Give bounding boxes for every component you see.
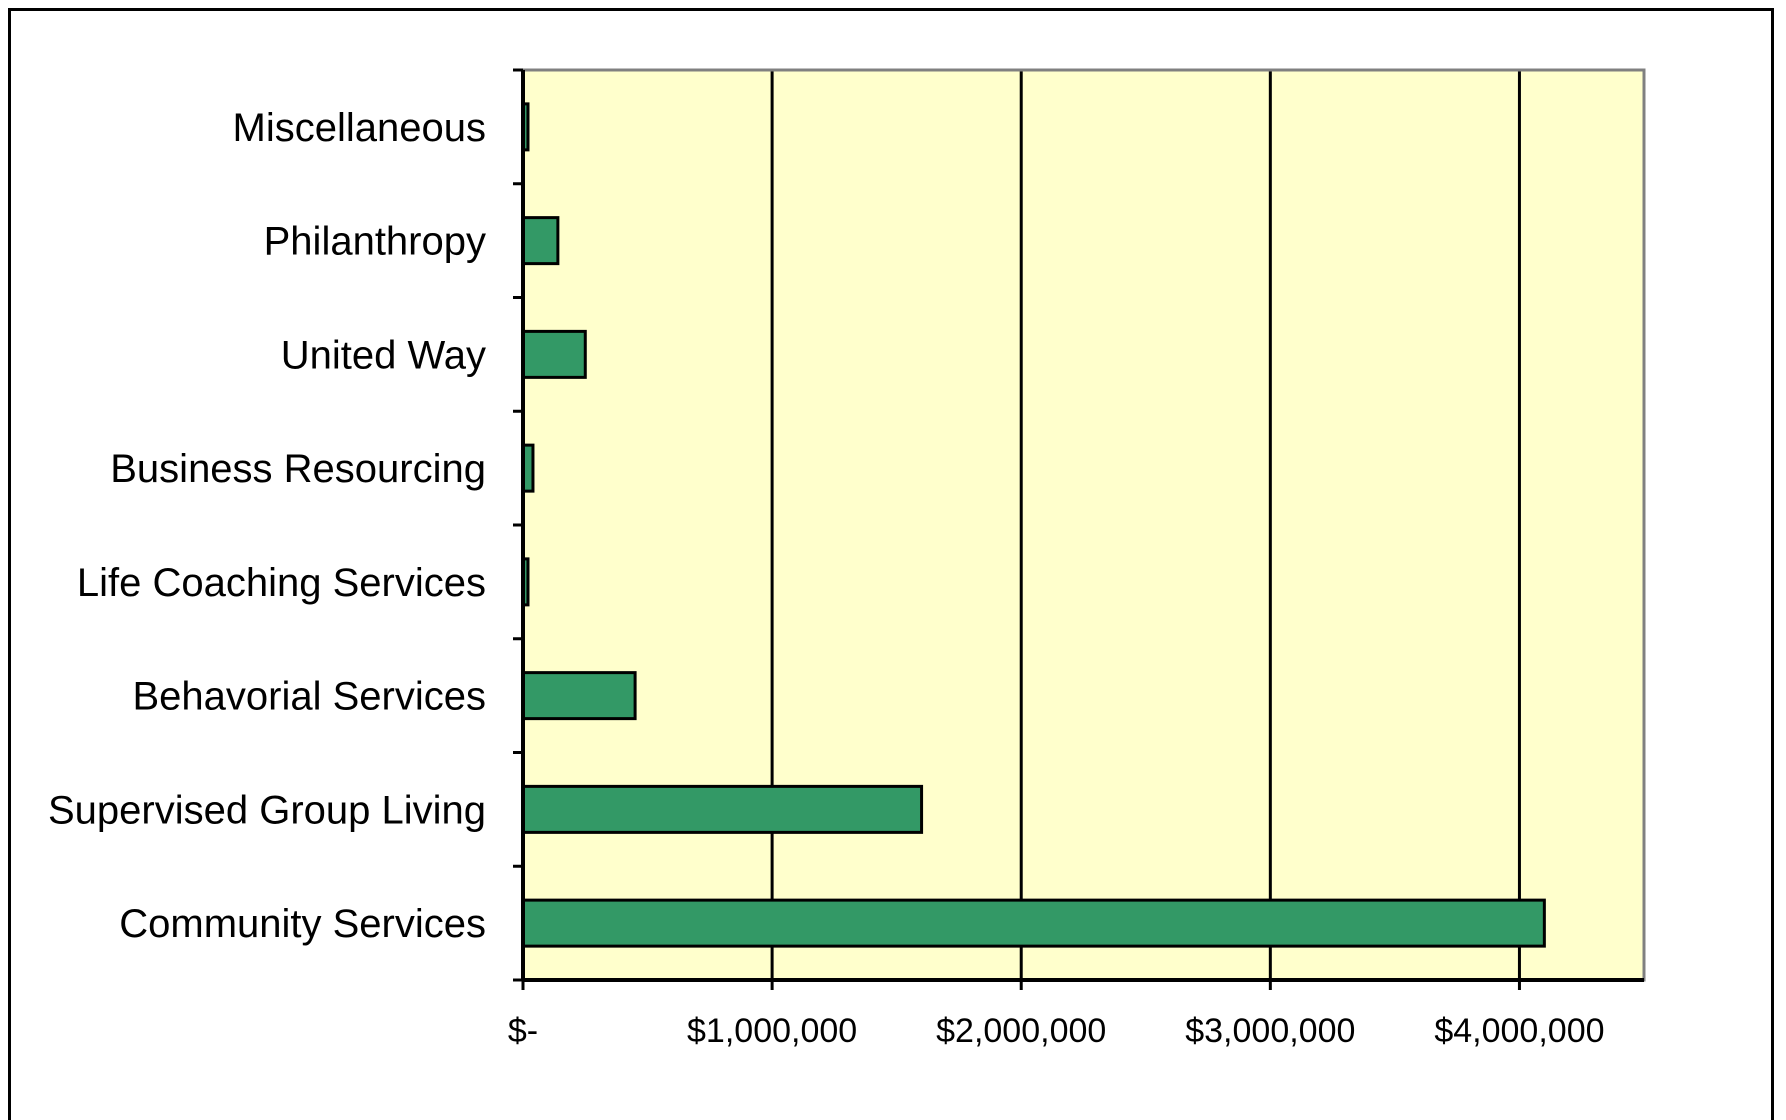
category-label: Miscellaneous: [233, 106, 486, 150]
x-tick-label: $2,000,000: [936, 1012, 1106, 1050]
category-label: Life Coaching Services: [77, 561, 486, 605]
category-label: Behavorial Services: [133, 675, 487, 719]
category-label: Community Services: [119, 902, 486, 946]
category-label: Supervised Group Living: [48, 788, 486, 832]
category-label: United Way: [281, 333, 486, 377]
x-tick-label: $-: [508, 1012, 538, 1050]
plot-area: [523, 70, 1644, 980]
x-tick-label: $1,000,000: [687, 1012, 857, 1050]
category-labels: Community Services Supervised Group Livin…: [48, 106, 486, 946]
bar-behavorial-services: [521, 671, 637, 721]
x-tick-labels: $- $1,000,000 $2,000,000 $3,000,000 $4,000,0…: [508, 1012, 1605, 1050]
bar-community-services: [521, 898, 1546, 948]
category-label: Business Resourcing: [110, 447, 486, 491]
bar-united-way: [521, 329, 587, 379]
category-label: Philanthropy: [264, 220, 486, 264]
x-tick-label: $4,000,000: [1434, 1012, 1604, 1050]
axes: [513, 68, 1644, 990]
bar-philanthropy: [521, 216, 560, 266]
bar-supervised-group-living: [521, 784, 924, 834]
x-tick-label: $3,000,000: [1185, 1012, 1355, 1050]
